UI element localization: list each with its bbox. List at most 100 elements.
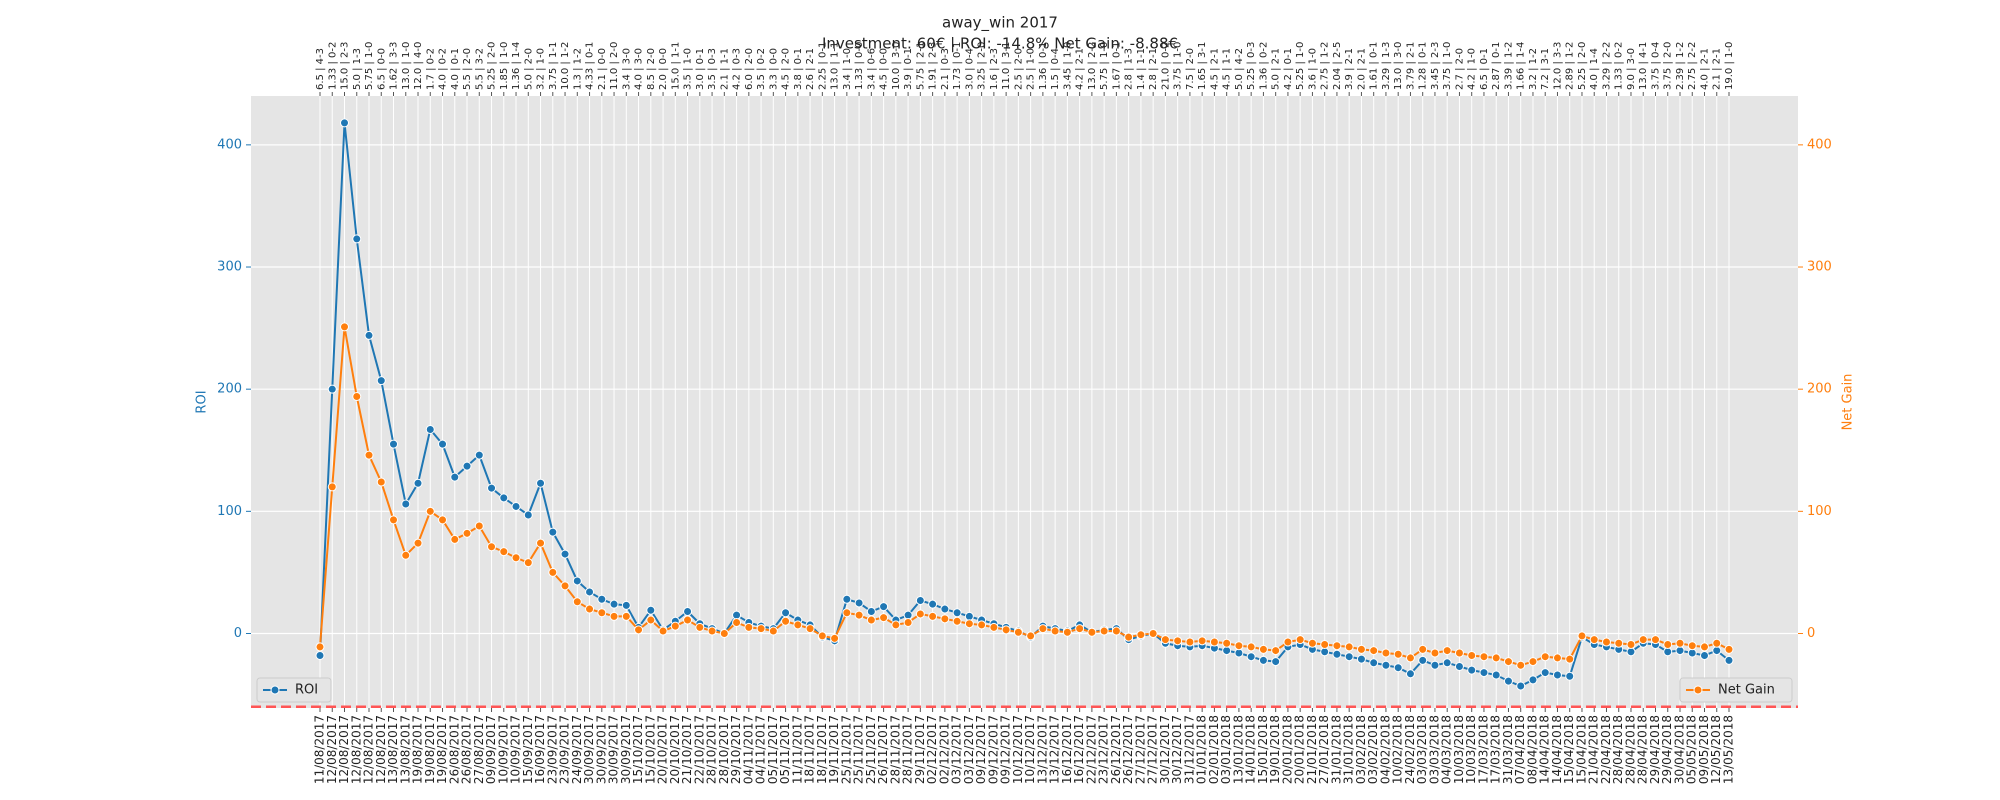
top-tick-label: 3.6 | 1-0 [1307,48,1318,90]
data-point [866,606,876,616]
top-tick-label: 13.0 | 2-2 [1087,42,1098,90]
data-point [1687,648,1697,658]
x-tick-label: 20/10/2017 [668,715,682,784]
data-point [1491,653,1501,663]
top-tick-label: 13.0 | 1-0 [401,42,412,90]
x-tick-label: 15/10/2017 [643,715,657,784]
x-tick-label: 10/03/2018 [1452,715,1466,784]
x-tick-label: 26/12/2017 [1121,715,1135,784]
x-tick-label: 18/11/2017 [815,715,829,784]
data-point [364,450,374,460]
x-tick-label: 10/09/2017 [496,715,510,784]
x-tick-label: 18/11/2017 [803,715,817,784]
x-tick-label: 03/02/2018 [1354,715,1368,784]
x-tick-label: 08/04/2018 [1525,715,1539,784]
x-tick-label: 30/09/2017 [582,715,596,784]
top-tick-label: 3.75 | 1-1 [548,42,559,90]
x-tick-label: 03/12/2017 [962,715,976,784]
x-tick-label: 26/08/2017 [447,715,461,784]
data-point [499,493,509,503]
data-point [548,567,558,577]
x-tick-label: 10/09/2017 [509,715,523,784]
top-tick-label: 6.0 | 2-0 [744,48,755,90]
x-tick-label: 05/11/2017 [778,715,792,784]
data-point [670,621,680,631]
data-point [1160,635,1170,645]
x-tick-label: 10/02/2018 [1391,715,1405,784]
data-point [854,598,864,608]
top-tick-label: 5.25 | 0-3 [1246,42,1257,90]
data-point [1001,625,1011,635]
data-point [487,483,497,493]
data-point [928,611,938,621]
data-point [1601,637,1611,647]
x-tick-label: 28/11/2017 [901,715,915,784]
top-tick-label: 2.7 | 2-0 [1454,48,1465,90]
data-point [891,620,901,630]
top-tick-label: 1.33 | 0-0 [854,42,865,90]
data-point [977,620,987,630]
data-point [1503,657,1513,667]
x-tick-label: 28/04/2018 [1611,715,1625,784]
top-tick-label: 3.2 | 1-2 [1528,48,1539,90]
data-point [585,587,595,597]
plot-background [251,96,1798,708]
x-tick-label: 05/11/2017 [766,715,780,784]
x-tick-label: 30/09/2017 [619,715,633,784]
top-tick-label: 1.6 | 2-3 [989,48,1000,90]
data-point [1332,641,1342,651]
data-point [1062,627,1072,637]
top-tick-label: 2.1 | 0-0 [597,48,608,90]
y-tick-label: 300 [217,260,242,275]
top-tick-label: 1.62 | 3-3 [389,42,400,90]
data-point [683,615,693,625]
top-tick-label: 13.0 | 3-0 [1393,42,1404,90]
data-point [462,461,472,471]
data-point [817,631,827,641]
data-point [1467,650,1477,660]
data-point [866,615,876,625]
data-point [352,234,362,244]
x-tick-label: 15/10/2017 [631,715,645,784]
data-point [952,616,962,626]
top-tick-label: 1.33 | 0-2 [327,42,338,90]
data-point [805,624,815,634]
top-tick-label: 5.25 | 1-0 [1295,42,1306,90]
data-point [1712,646,1722,656]
data-point [413,538,423,548]
x-tick-label: 07/04/2018 [1513,715,1527,784]
data-point [1565,671,1575,681]
top-tick-label: 10.0 | 3-0 [891,42,902,90]
x-tick-label: 19/01/2018 [1268,715,1282,784]
top-tick-label: 1.73 | 0-1 [952,42,963,90]
data-point [1418,655,1428,665]
top-tick-label: 4.5 | 0-0 [879,48,890,90]
data-point [915,609,925,619]
data-point [438,439,448,449]
top-tick-label: 3.79 | 2-1 [1405,42,1416,90]
y2-axis-label: Net Gain [1841,374,1856,431]
top-tick-label: 1.36 | 0-1 [1038,42,1049,90]
data-point [327,384,337,394]
data-point [1442,658,1452,668]
x-tick-label: 03/03/2018 [1427,715,1441,784]
top-tick-label: 3.75 | 1-0 [1173,42,1184,90]
data-point [1442,646,1452,656]
data-point [523,558,533,568]
x-tick-label: 13/05/2018 [1722,715,1736,784]
data-point [1626,639,1636,649]
x-tick-label: 27/12/2017 [1146,715,1160,784]
x-tick-label: 03/02/2018 [1366,715,1380,784]
x-tick-label: 04/11/2017 [741,715,755,784]
data-point [474,521,484,531]
top-tick-label: 3.75 | 0-4 [1650,42,1661,90]
data-point [536,538,546,548]
data-point [1222,638,1232,648]
data-point [1540,652,1550,662]
x-tick-label: 27/08/2017 [472,715,486,784]
top-tick-label: 4.0 | 0-2 [438,48,449,90]
top-tick-label: 2.89 | 1-2 [1565,42,1576,90]
x-tick-label: 24/09/2017 [570,715,584,784]
data-point [928,599,938,609]
data-point [1320,639,1330,649]
